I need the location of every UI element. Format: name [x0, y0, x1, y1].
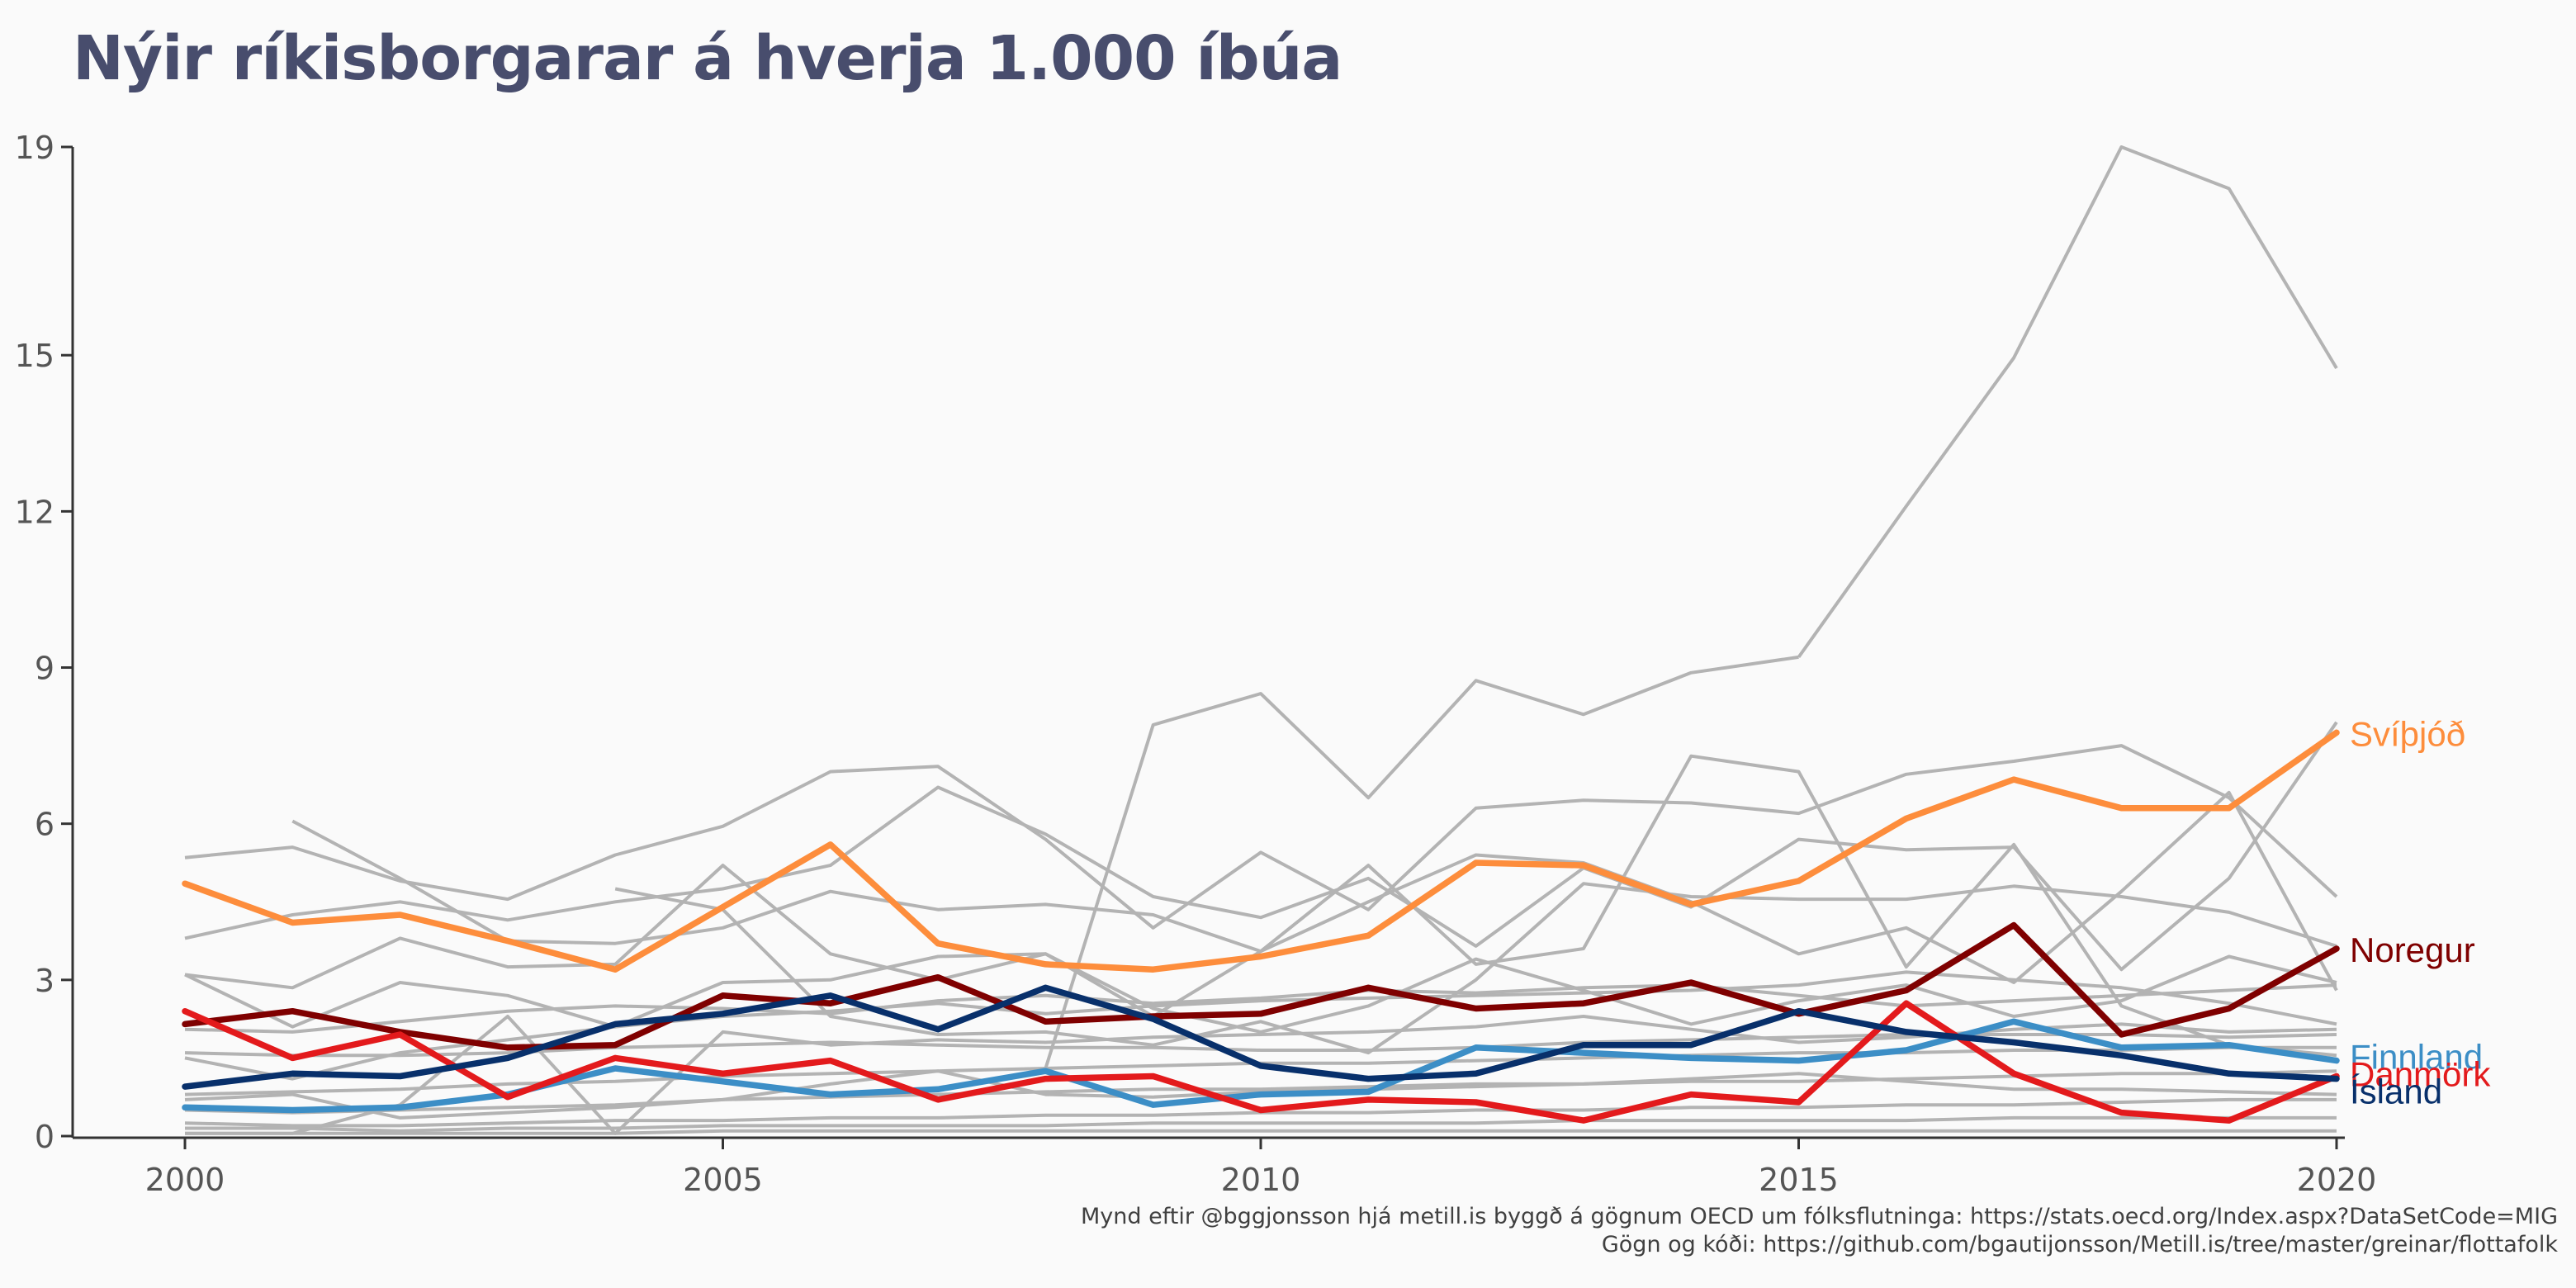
background-series-line-3: [184, 744, 2338, 930]
series-3-end-label: Finnland: [2350, 1038, 2483, 1077]
code-caption: Gögn og kóði: https://github.com/bgautij…: [1601, 1232, 2558, 1257]
background-series-line-18: [184, 983, 2337, 1034]
axes-group: 0 3 6 9 12 15 19 2000 2005 2010 2015 2020: [15, 130, 2377, 1198]
series-4-end-label: Danmörk: [2350, 1054, 2491, 1093]
background-series-line-11: [184, 1033, 2337, 1058]
background-series-line-7: [614, 882, 2337, 1055]
series-4-line: [182, 1000, 2340, 1124]
source-caption: Mynd eftir @bggjonsson hjá metill.is byg…: [1081, 1204, 2558, 1229]
x-tick-label: 2020: [2297, 1162, 2377, 1198]
series-1-end-label: Svíþjóð: [2350, 714, 2465, 753]
x-tick-label: 2015: [1759, 1162, 1839, 1198]
background-series-line-8: [184, 952, 2337, 1034]
background-series-line-2: [1044, 655, 1799, 1069]
y-tick-label: 9: [35, 651, 54, 687]
x-tick-label: 2005: [683, 1162, 763, 1198]
series-2-end-label: Noregur: [2350, 930, 2475, 969]
y-tick-label: 12: [15, 494, 54, 530]
y-tick-label: 19: [15, 130, 54, 166]
background-series-line-5: [291, 790, 2338, 992]
background-series-group: [184, 145, 2338, 1135]
y-tick-label: 15: [15, 338, 54, 374]
y-tick-label: 3: [35, 963, 54, 999]
series-5-line: [182, 984, 2340, 1090]
background-series-line-6: [184, 754, 2337, 1058]
highlighted-series-group: [182, 729, 2340, 1124]
y-tick-label: 0: [35, 1119, 54, 1155]
background-series-line-4: [184, 721, 2338, 972]
series-1-line: [182, 729, 2340, 973]
y-tick-label: 6: [35, 807, 54, 843]
chart-title: Nýir ríkisborgarar á hverja 1.000 íbúa: [73, 23, 1342, 94]
x-tick-label: 2000: [145, 1162, 225, 1198]
background-series-line-13: [184, 1069, 2337, 1115]
series-5-end-label: Ísland: [2350, 1073, 2442, 1111]
background-series-line-16: [185, 1129, 2337, 1135]
background-series-line-15: [185, 1115, 2337, 1133]
background-series-line-9: [184, 970, 2337, 1081]
background-series-line-1: [1797, 145, 2338, 659]
x-tick-label: 2010: [1221, 1162, 1301, 1198]
